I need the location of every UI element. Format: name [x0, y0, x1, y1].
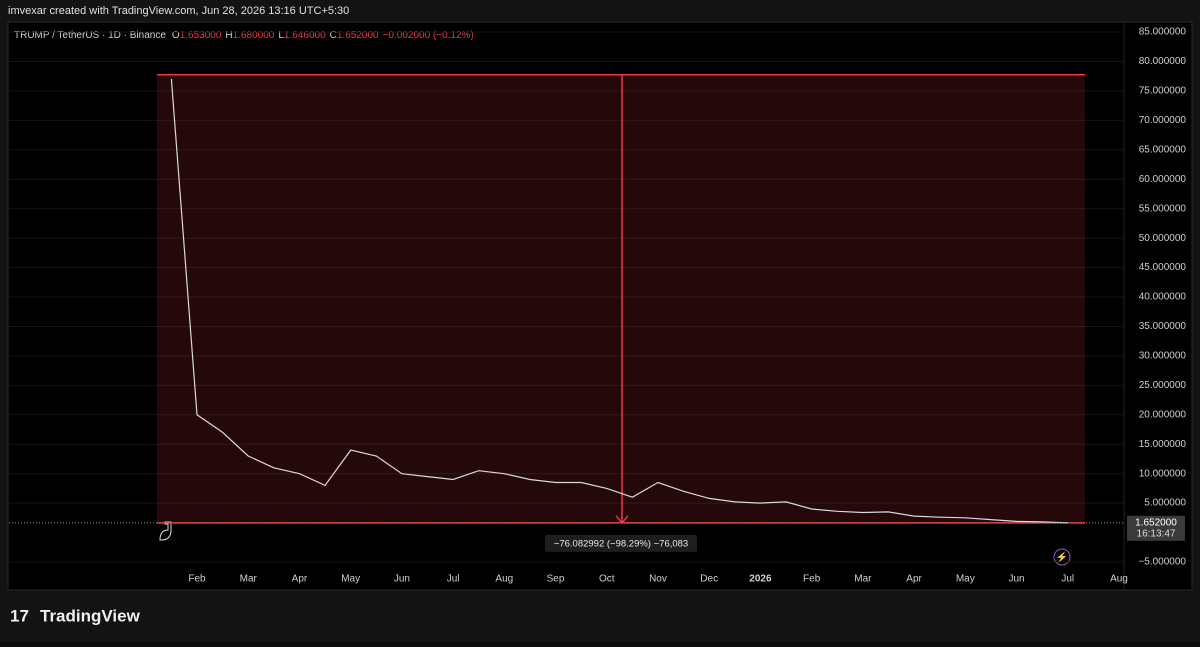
legend-key: C [330, 30, 337, 41]
footer-logo: TradingView [40, 606, 141, 625]
footer-logo-mark: 17 [10, 606, 29, 625]
y-tick-label: 65.000000 [1139, 144, 1187, 155]
price-line [170, 79, 1068, 524]
y-tick-label: 55.000000 [1139, 203, 1187, 214]
legend-value: 1.646000 [284, 30, 326, 41]
logo-icon [159, 521, 172, 541]
last-price-box [1127, 515, 1185, 541]
legend: TRUMP / TetherUS · 1D · Binance O1.653000… [14, 30, 474, 41]
countdown: 16:13:47 [1137, 528, 1176, 539]
y-tick-label: 75.000000 [1139, 86, 1187, 97]
legend-symbol: TRUMP / TetherUS · 1D · Binance [14, 30, 166, 41]
x-tick-label: May [956, 574, 975, 585]
x-tick-label: Feb [803, 574, 821, 585]
x-tick-label: Aug [1110, 574, 1128, 585]
legend-key: O [172, 30, 180, 41]
y-tick-label: 20.000000 [1139, 409, 1187, 420]
legend-change: −0.002000 (−0.12%) [383, 30, 474, 41]
measure-label-box [545, 534, 697, 552]
legend-value: 1.680000 [233, 30, 275, 41]
y-tick-label: 70.000000 [1139, 115, 1187, 126]
x-tick-label: 2026 [749, 574, 772, 585]
x-tick-label: Nov [649, 574, 667, 585]
x-tick-label: Apr [292, 574, 308, 585]
x-tick-label: Aug [495, 574, 513, 585]
y-tick-label: 80.000000 [1139, 56, 1187, 67]
y-tick-label: 15.000000 [1139, 439, 1187, 450]
last-price-label: 1.652000 [1135, 517, 1177, 528]
y-tick-label: 30.000000 [1139, 351, 1187, 362]
y-tick-label: 35.000000 [1139, 321, 1187, 332]
y-tick-label: 10.000000 [1139, 468, 1187, 479]
y-tick-label: 60.000000 [1139, 174, 1187, 185]
x-tick-label: Jul [447, 574, 460, 585]
y-tick-label: 40.000000 [1139, 292, 1187, 303]
header: imvexar created with TradingView.com, Ju… [8, 5, 349, 17]
y-tick-label: 50.000000 [1139, 233, 1187, 244]
y-tick-label: 85.000000 [1139, 27, 1187, 38]
legend-key: H [225, 30, 232, 41]
chart-panel [7, 21, 1193, 591]
x-tick-label: Jun [1008, 574, 1024, 585]
alert-icon[interactable] [1053, 548, 1071, 566]
x-tick-label: Mar [854, 574, 872, 585]
legend-value: 1.653000 [180, 30, 222, 41]
y-tick-label: 5.000000 [1144, 498, 1186, 509]
x-tick-label: May [341, 574, 360, 585]
legend-value: 1.652000 [337, 30, 379, 41]
alert-glyph[interactable]: ⚡ [1056, 551, 1068, 564]
x-tick-label: Mar [240, 574, 258, 585]
x-tick-label: Feb [188, 574, 206, 585]
y-tick-label: 25.000000 [1139, 380, 1187, 391]
x-tick-label: Apr [906, 574, 922, 585]
x-tick-label: Dec [700, 574, 718, 585]
y-tick-label: 45.000000 [1139, 262, 1187, 273]
y-tick-label: −5.000000 [1138, 557, 1186, 568]
legend-key: L [278, 30, 284, 41]
measure-box [157, 74, 1085, 523]
x-tick-label: Sep [547, 574, 565, 585]
x-tick-label: Jun [394, 574, 410, 585]
x-tick-label: Oct [599, 574, 615, 585]
measure-label: −76.082992 (−98.29%) −76,083 [554, 538, 688, 549]
x-tick-label: Jul [1061, 574, 1074, 585]
